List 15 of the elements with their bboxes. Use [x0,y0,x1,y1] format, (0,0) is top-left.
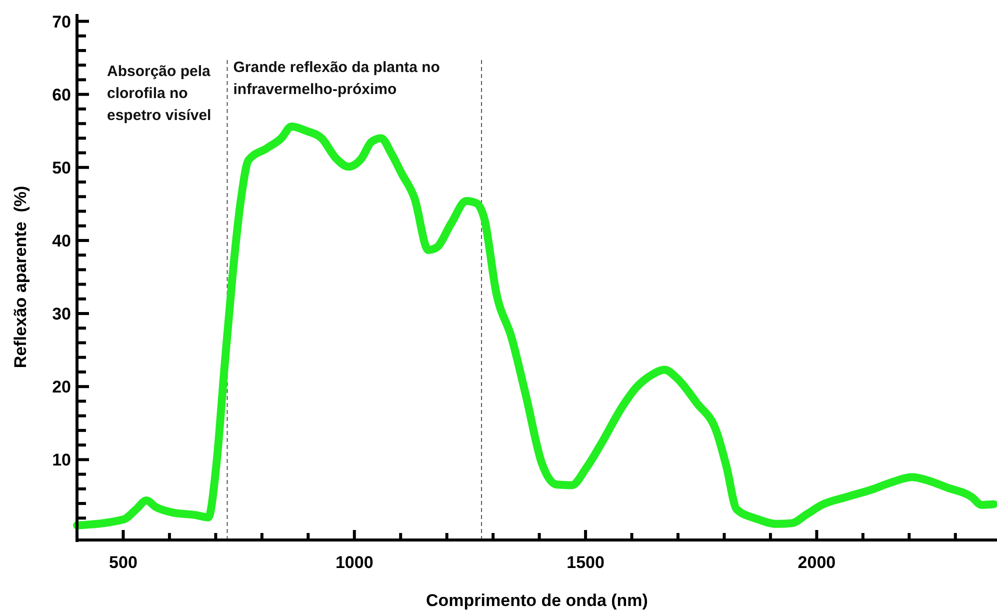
y-tick-label: 10 [52,450,71,470]
y-tick-label: 20 [52,378,71,397]
x-tick-label: 2000 [798,553,836,572]
x-tick-label: 1500 [566,553,604,572]
annotation: Grande reflexão da planta no infravermelho-próximo [233,59,440,98]
y-tick-label: 30 [52,304,71,324]
x-tick-label: 1000 [335,553,374,572]
y-tick-label: 60 [52,85,71,104]
y-tick-label: 50 [52,158,71,178]
y-tick-label: 70 [52,12,71,32]
y-tick-label: 40 [52,231,71,250]
y-axis-title: Reflexão aparente (%) [11,186,30,368]
annotation: Absorção pela clorofila no espetro visível [107,63,212,124]
x-tick-label: 500 [109,553,138,572]
x-axis-title: Comprimento de onda (nm) [426,591,648,610]
